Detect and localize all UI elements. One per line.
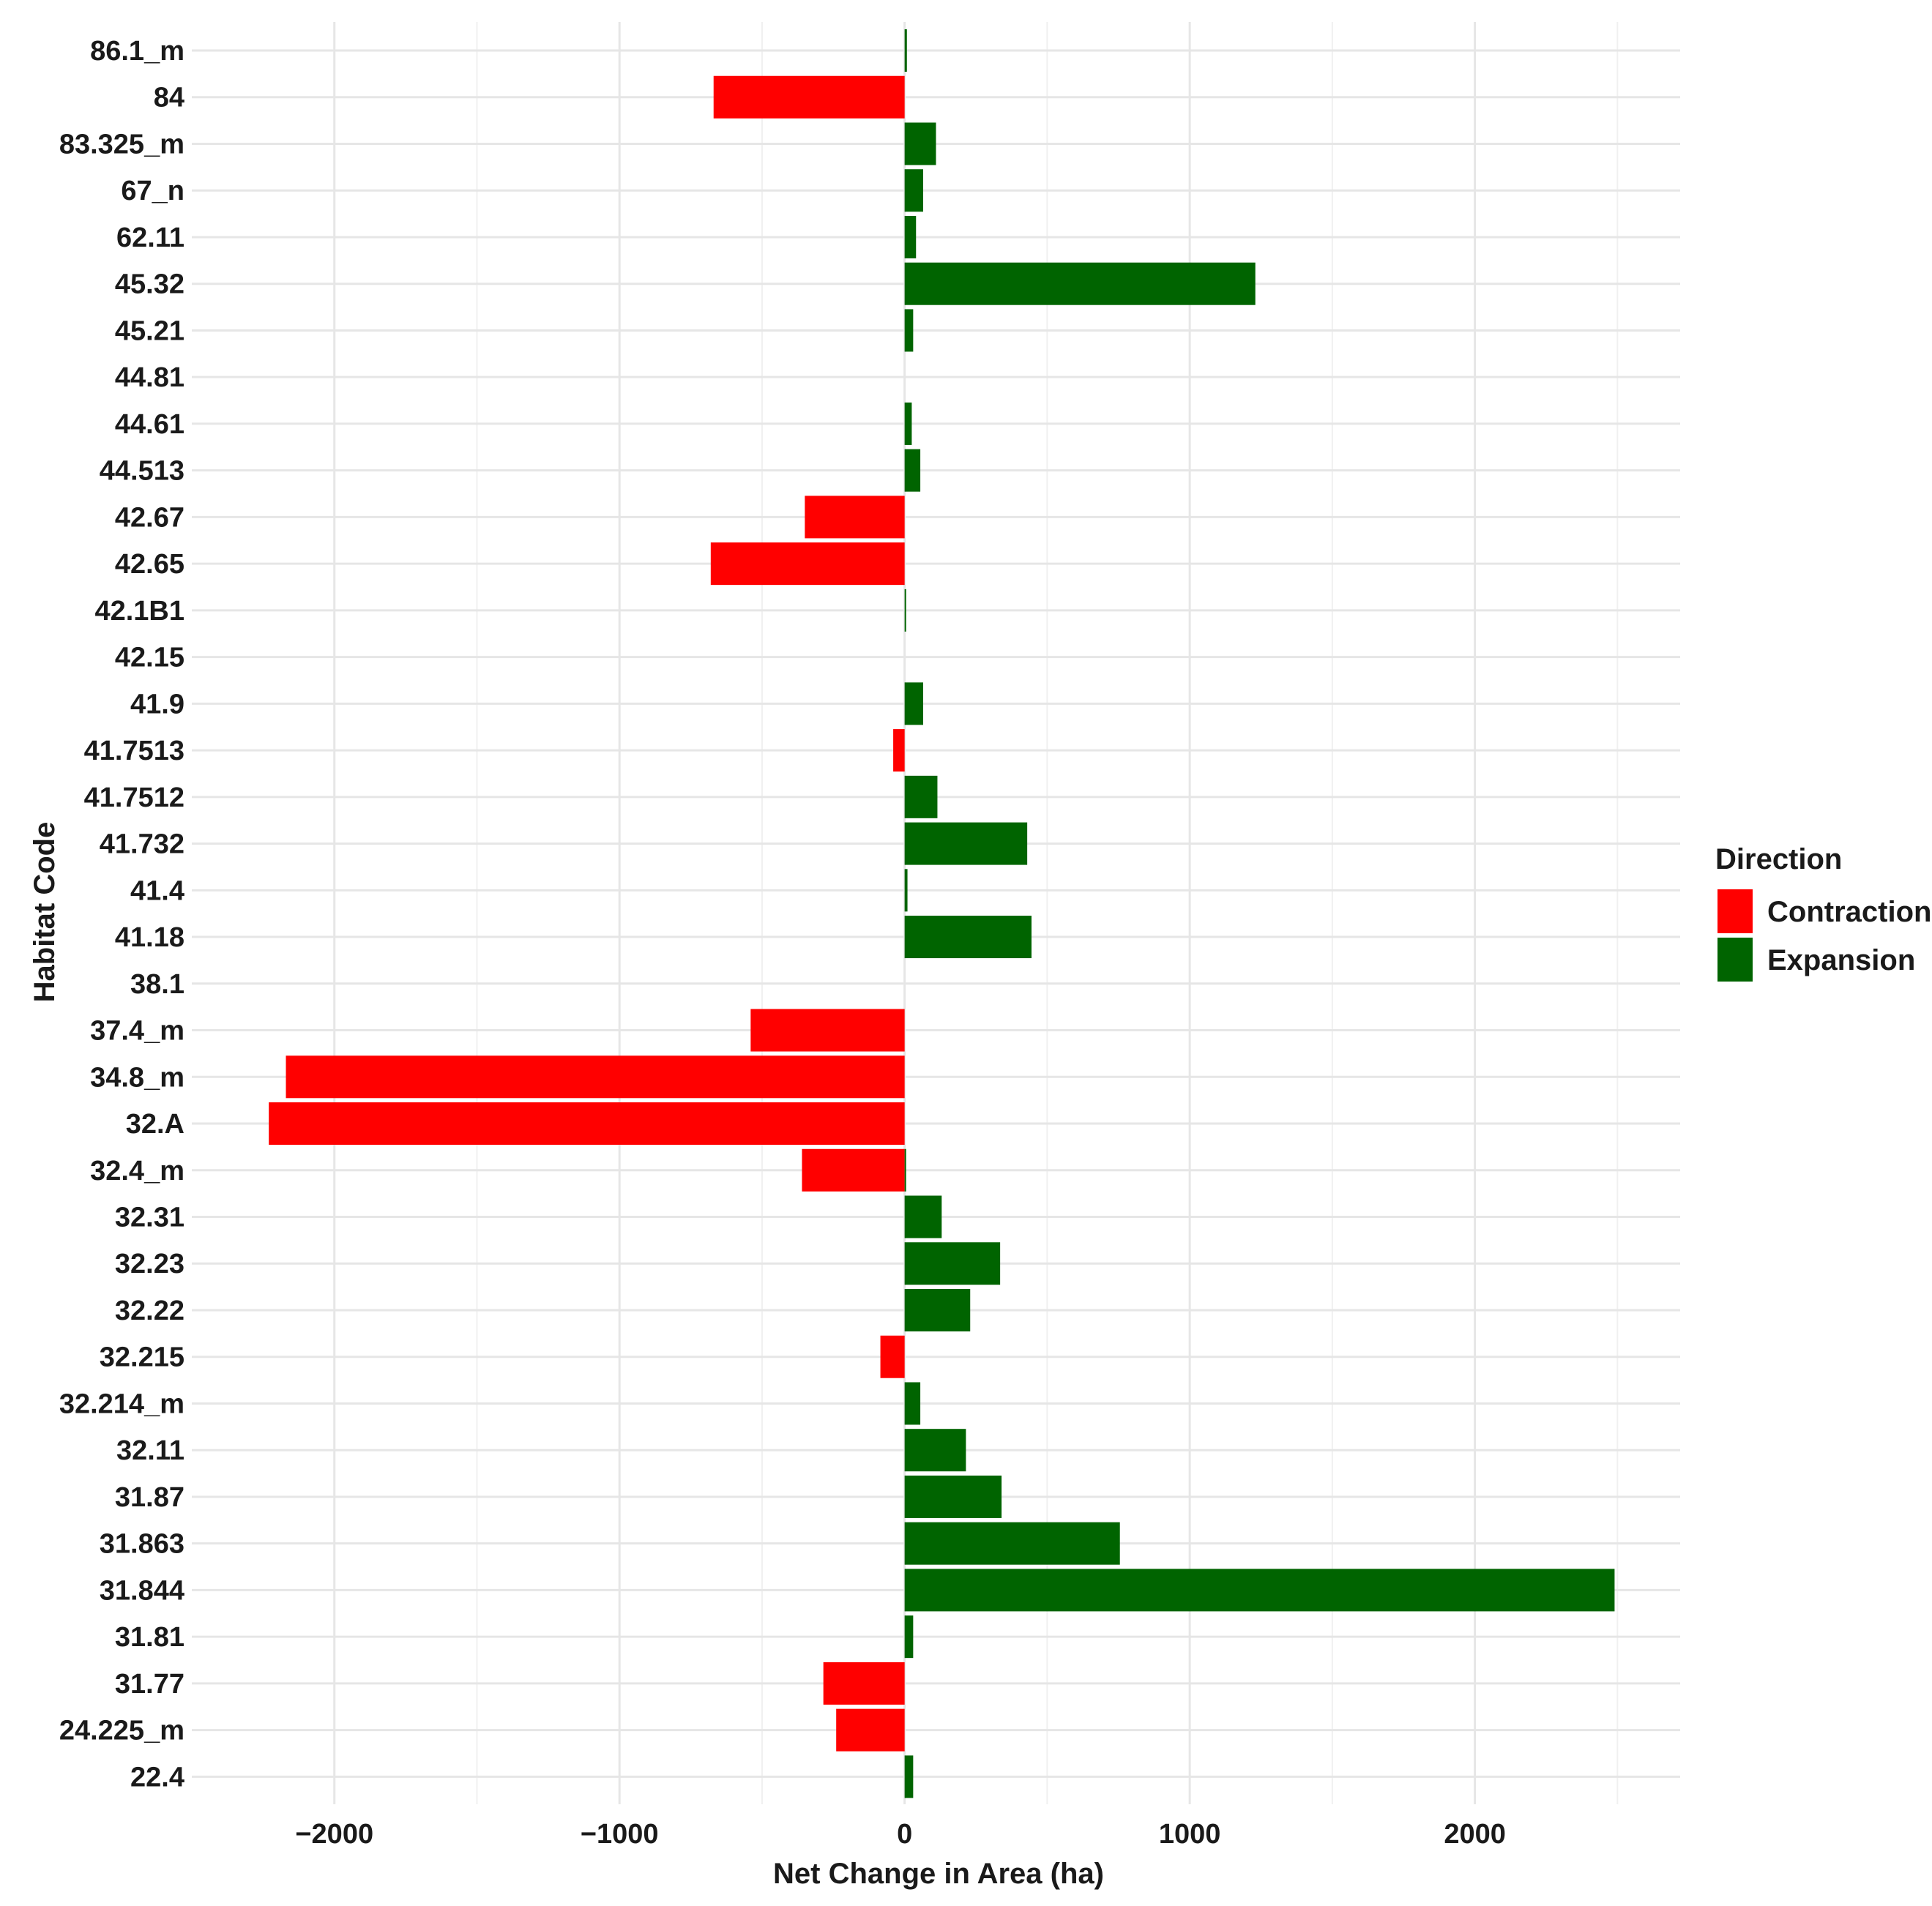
bar-expansion (904, 1475, 1002, 1518)
legend: Direction Contraction Expansion (1715, 843, 1931, 982)
bar-contraction (823, 1662, 905, 1705)
y-tick-label: 32.214_m (59, 1389, 184, 1419)
y-tick-label: 44.61 (115, 409, 184, 440)
y-tick-label: 41.9 (130, 689, 184, 720)
y-tick-label: 31.844 (100, 1575, 184, 1606)
bar-contraction (269, 1102, 905, 1146)
y-tick-label: 38.1 (130, 969, 184, 1000)
y-tick-label: 45.32 (115, 269, 184, 300)
bar-expansion (904, 1382, 921, 1425)
y-tick-label: 37.4_m (90, 1016, 184, 1047)
x-axis-tick-labels: −2000 −1000 0 1000 2000 (295, 1819, 1505, 1850)
y-tick-label: 41.18 (115, 922, 184, 953)
bar-expansion (904, 1755, 914, 1798)
bar-expansion (904, 449, 921, 492)
y-tick-label: 44.81 (115, 362, 184, 393)
x-tick-label: 1000 (1159, 1819, 1221, 1850)
y-tick-label: 32.23 (115, 1249, 184, 1279)
y-tick-label: 32.31 (115, 1203, 184, 1233)
y-tick-label: 42.1B1 (94, 596, 184, 627)
bar-contraction (713, 75, 905, 119)
y-tick-label: 41.7512 (84, 782, 184, 813)
legend-label-contraction: Contraction (1767, 896, 1931, 928)
y-tick-label: 31.77 (115, 1669, 184, 1700)
legend-swatch-contraction (1717, 889, 1753, 933)
bar-expansion (904, 1522, 1120, 1565)
bar-expansion (904, 1615, 914, 1659)
bar-contraction (893, 729, 905, 772)
bar-contraction (286, 1055, 905, 1099)
bars (269, 29, 1615, 1798)
x-tick-label: 2000 (1444, 1819, 1506, 1850)
x-tick-label: 0 (897, 1819, 912, 1850)
y-tick-label: 41.732 (100, 829, 184, 860)
y-tick-label: 62.11 (116, 223, 184, 253)
bar-expansion (904, 588, 906, 632)
bar-expansion (904, 869, 908, 912)
x-axis-title: Net Change in Area (ha) (773, 1858, 1104, 1890)
y-tick-label: 84 (154, 83, 184, 113)
y-tick-label: 42.65 (115, 549, 184, 580)
y-tick-label: 22.4 (130, 1762, 184, 1793)
bar-expansion (904, 916, 1032, 959)
y-tick-label: 31.863 (100, 1529, 184, 1560)
bar-contraction (750, 1009, 905, 1052)
legend-title: Direction (1715, 843, 1842, 875)
bar-expansion (904, 215, 917, 258)
bar-expansion (904, 1195, 942, 1238)
legend-label-expansion: Expansion (1767, 944, 1915, 976)
bar-expansion (904, 29, 907, 72)
y-axis-title: Habitat Code (29, 822, 61, 1003)
x-tick-label: −1000 (581, 1819, 659, 1850)
y-tick-label: 44.513 (100, 456, 184, 487)
y-tick-label: 32.A (126, 1109, 184, 1140)
bar-expansion (904, 122, 936, 165)
x-tick-label: −2000 (295, 1819, 373, 1850)
y-tick-label: 24.225_m (59, 1716, 184, 1746)
bar-expansion (904, 309, 914, 352)
bar-contraction (880, 1335, 905, 1378)
y-tick-label: 42.15 (115, 643, 184, 673)
bar-expansion (904, 1148, 906, 1192)
y-tick-label: 41.7513 (84, 736, 184, 766)
bar-expansion (904, 682, 923, 725)
bar-expansion (904, 1242, 1001, 1285)
y-tick-label: 83.325_m (59, 129, 184, 160)
legend-swatch-expansion (1717, 938, 1753, 982)
y-tick-label: 31.87 (115, 1482, 184, 1513)
y-tick-label: 45.21 (115, 315, 184, 346)
bar-expansion (904, 169, 923, 212)
y-tick-label: 67_n (121, 176, 184, 206)
y-tick-label: 32.215 (100, 1342, 184, 1373)
bar-contraction (802, 1148, 905, 1192)
y-tick-label: 42.67 (115, 502, 184, 533)
y-tick-label: 32.11 (116, 1435, 184, 1466)
bar-expansion (904, 822, 1028, 865)
bar-contraction (710, 542, 905, 586)
bar-expansion (904, 1288, 971, 1331)
y-axis-tick-labels: 86.1_m 84 83.325_m 67_n 62.11 45.32 45.21 44.81… (59, 36, 184, 1793)
y-tick-label: 86.1_m (90, 36, 184, 67)
y-tick-label: 32.4_m (90, 1156, 184, 1186)
y-tick-label: 34.8_m (90, 1062, 184, 1093)
bar-contraction (836, 1708, 905, 1752)
bar-expansion (904, 1429, 966, 1472)
y-tick-label: 31.81 (115, 1622, 184, 1653)
bar-expansion (904, 775, 938, 818)
bar-expansion (904, 402, 912, 445)
y-tick-label: 32.22 (115, 1296, 184, 1326)
bar-contraction (805, 496, 905, 539)
y-tick-label: 41.4 (130, 875, 184, 906)
bar-expansion (904, 262, 1256, 305)
bar-expansion (904, 1569, 1615, 1612)
